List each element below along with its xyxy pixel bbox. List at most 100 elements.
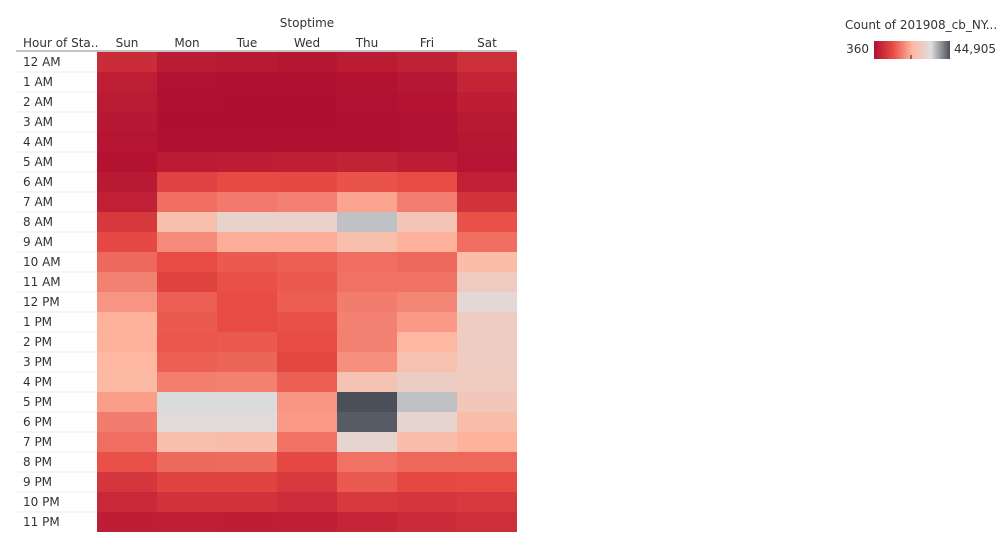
heatmap-cell[interactable] xyxy=(397,512,457,532)
heatmap-cell[interactable] xyxy=(337,472,397,492)
heatmap-cell[interactable] xyxy=(157,112,217,132)
heatmap-cell[interactable] xyxy=(457,312,517,332)
heatmap-cell[interactable] xyxy=(277,412,337,432)
heatmap-cell[interactable] xyxy=(397,212,457,232)
heatmap-cell[interactable] xyxy=(397,432,457,452)
heatmap-cell[interactable] xyxy=(457,72,517,92)
heatmap-cell[interactable] xyxy=(397,132,457,152)
heatmap-cell[interactable] xyxy=(217,232,277,252)
heatmap-cell[interactable] xyxy=(217,212,277,232)
heatmap-cell[interactable] xyxy=(397,52,457,72)
heatmap-cell[interactable] xyxy=(217,332,277,352)
heatmap-cell[interactable] xyxy=(277,72,337,92)
heatmap-cell[interactable] xyxy=(97,312,157,332)
heatmap-cell[interactable] xyxy=(157,312,217,332)
heatmap-cell[interactable] xyxy=(397,272,457,292)
heatmap-cell[interactable] xyxy=(97,272,157,292)
heatmap-cell[interactable] xyxy=(217,272,277,292)
heatmap-cell[interactable] xyxy=(97,512,157,532)
heatmap-cell[interactable] xyxy=(337,492,397,512)
heatmap-cell[interactable] xyxy=(217,512,277,532)
heatmap-cell[interactable] xyxy=(397,412,457,432)
heatmap-cell[interactable] xyxy=(457,372,517,392)
heatmap-cell[interactable] xyxy=(337,192,397,212)
heatmap-cell[interactable] xyxy=(337,152,397,172)
heatmap-cell[interactable] xyxy=(157,212,217,232)
heatmap-cell[interactable] xyxy=(457,252,517,272)
heatmap-cell[interactable] xyxy=(397,472,457,492)
heatmap-cell[interactable] xyxy=(397,452,457,472)
heatmap-cell[interactable] xyxy=(277,512,337,532)
heatmap-cell[interactable] xyxy=(157,152,217,172)
heatmap-cell[interactable] xyxy=(97,72,157,92)
heatmap-cell[interactable] xyxy=(157,372,217,392)
heatmap-cell[interactable] xyxy=(337,432,397,452)
heatmap-cell[interactable] xyxy=(157,172,217,192)
heatmap-cell[interactable] xyxy=(97,172,157,192)
heatmap-cell[interactable] xyxy=(157,472,217,492)
heatmap-cell[interactable] xyxy=(277,312,337,332)
heatmap-cell[interactable] xyxy=(277,332,337,352)
heatmap-cell[interactable] xyxy=(337,312,397,332)
heatmap-cell[interactable] xyxy=(397,312,457,332)
heatmap-cell[interactable] xyxy=(337,172,397,192)
heatmap-cell[interactable] xyxy=(337,92,397,112)
heatmap-cell[interactable] xyxy=(337,272,397,292)
heatmap-cell[interactable] xyxy=(337,132,397,152)
heatmap-cell[interactable] xyxy=(457,212,517,232)
heatmap-cell[interactable] xyxy=(217,112,277,132)
heatmap-cell[interactable] xyxy=(397,172,457,192)
heatmap-cell[interactable] xyxy=(217,432,277,452)
heatmap-cell[interactable] xyxy=(457,92,517,112)
heatmap-cell[interactable] xyxy=(157,52,217,72)
heatmap-cell[interactable] xyxy=(277,292,337,312)
heatmap-cell[interactable] xyxy=(217,72,277,92)
heatmap-cell[interactable] xyxy=(397,292,457,312)
heatmap-cell[interactable] xyxy=(457,332,517,352)
heatmap-cell[interactable] xyxy=(97,232,157,252)
heatmap-cell[interactable] xyxy=(277,52,337,72)
heatmap-cell[interactable] xyxy=(277,492,337,512)
heatmap-cell[interactable] xyxy=(157,432,217,452)
heatmap-cell[interactable] xyxy=(397,192,457,212)
heatmap-cell[interactable] xyxy=(217,252,277,272)
heatmap-cell[interactable] xyxy=(97,332,157,352)
heatmap-cell[interactable] xyxy=(157,272,217,292)
heatmap-cell[interactable] xyxy=(337,52,397,72)
heatmap-cell[interactable] xyxy=(397,152,457,172)
heatmap-cell[interactable] xyxy=(337,72,397,92)
heatmap-cell[interactable] xyxy=(97,352,157,372)
heatmap-cell[interactable] xyxy=(457,172,517,192)
heatmap-cell[interactable] xyxy=(97,92,157,112)
heatmap-cell[interactable] xyxy=(97,112,157,132)
heatmap-cell[interactable] xyxy=(457,432,517,452)
heatmap-cell[interactable] xyxy=(457,492,517,512)
heatmap-cell[interactable] xyxy=(277,452,337,472)
heatmap-cell[interactable] xyxy=(397,92,457,112)
heatmap-cell[interactable] xyxy=(157,452,217,472)
heatmap-cell[interactable] xyxy=(157,252,217,272)
heatmap-cell[interactable] xyxy=(157,72,217,92)
heatmap-cell[interactable] xyxy=(217,392,277,412)
heatmap-cell[interactable] xyxy=(337,512,397,532)
heatmap-cell[interactable] xyxy=(157,512,217,532)
heatmap-cell[interactable] xyxy=(277,92,337,112)
heatmap-cell[interactable] xyxy=(457,452,517,472)
heatmap-cell[interactable] xyxy=(217,192,277,212)
heatmap-cell[interactable] xyxy=(277,432,337,452)
heatmap-cell[interactable] xyxy=(337,252,397,272)
heatmap-cell[interactable] xyxy=(397,492,457,512)
heatmap-cell[interactable] xyxy=(277,372,337,392)
heatmap-cell[interactable] xyxy=(277,272,337,292)
heatmap-cell[interactable] xyxy=(217,292,277,312)
heatmap-cell[interactable] xyxy=(97,392,157,412)
heatmap-cell[interactable] xyxy=(457,272,517,292)
heatmap-cell[interactable] xyxy=(277,132,337,152)
heatmap-cell[interactable] xyxy=(337,292,397,312)
heatmap-cell[interactable] xyxy=(97,492,157,512)
heatmap-cell[interactable] xyxy=(277,252,337,272)
heatmap-cell[interactable] xyxy=(277,392,337,412)
heatmap-cell[interactable] xyxy=(277,192,337,212)
heatmap-cell[interactable] xyxy=(157,332,217,352)
heatmap-cell[interactable] xyxy=(457,392,517,412)
